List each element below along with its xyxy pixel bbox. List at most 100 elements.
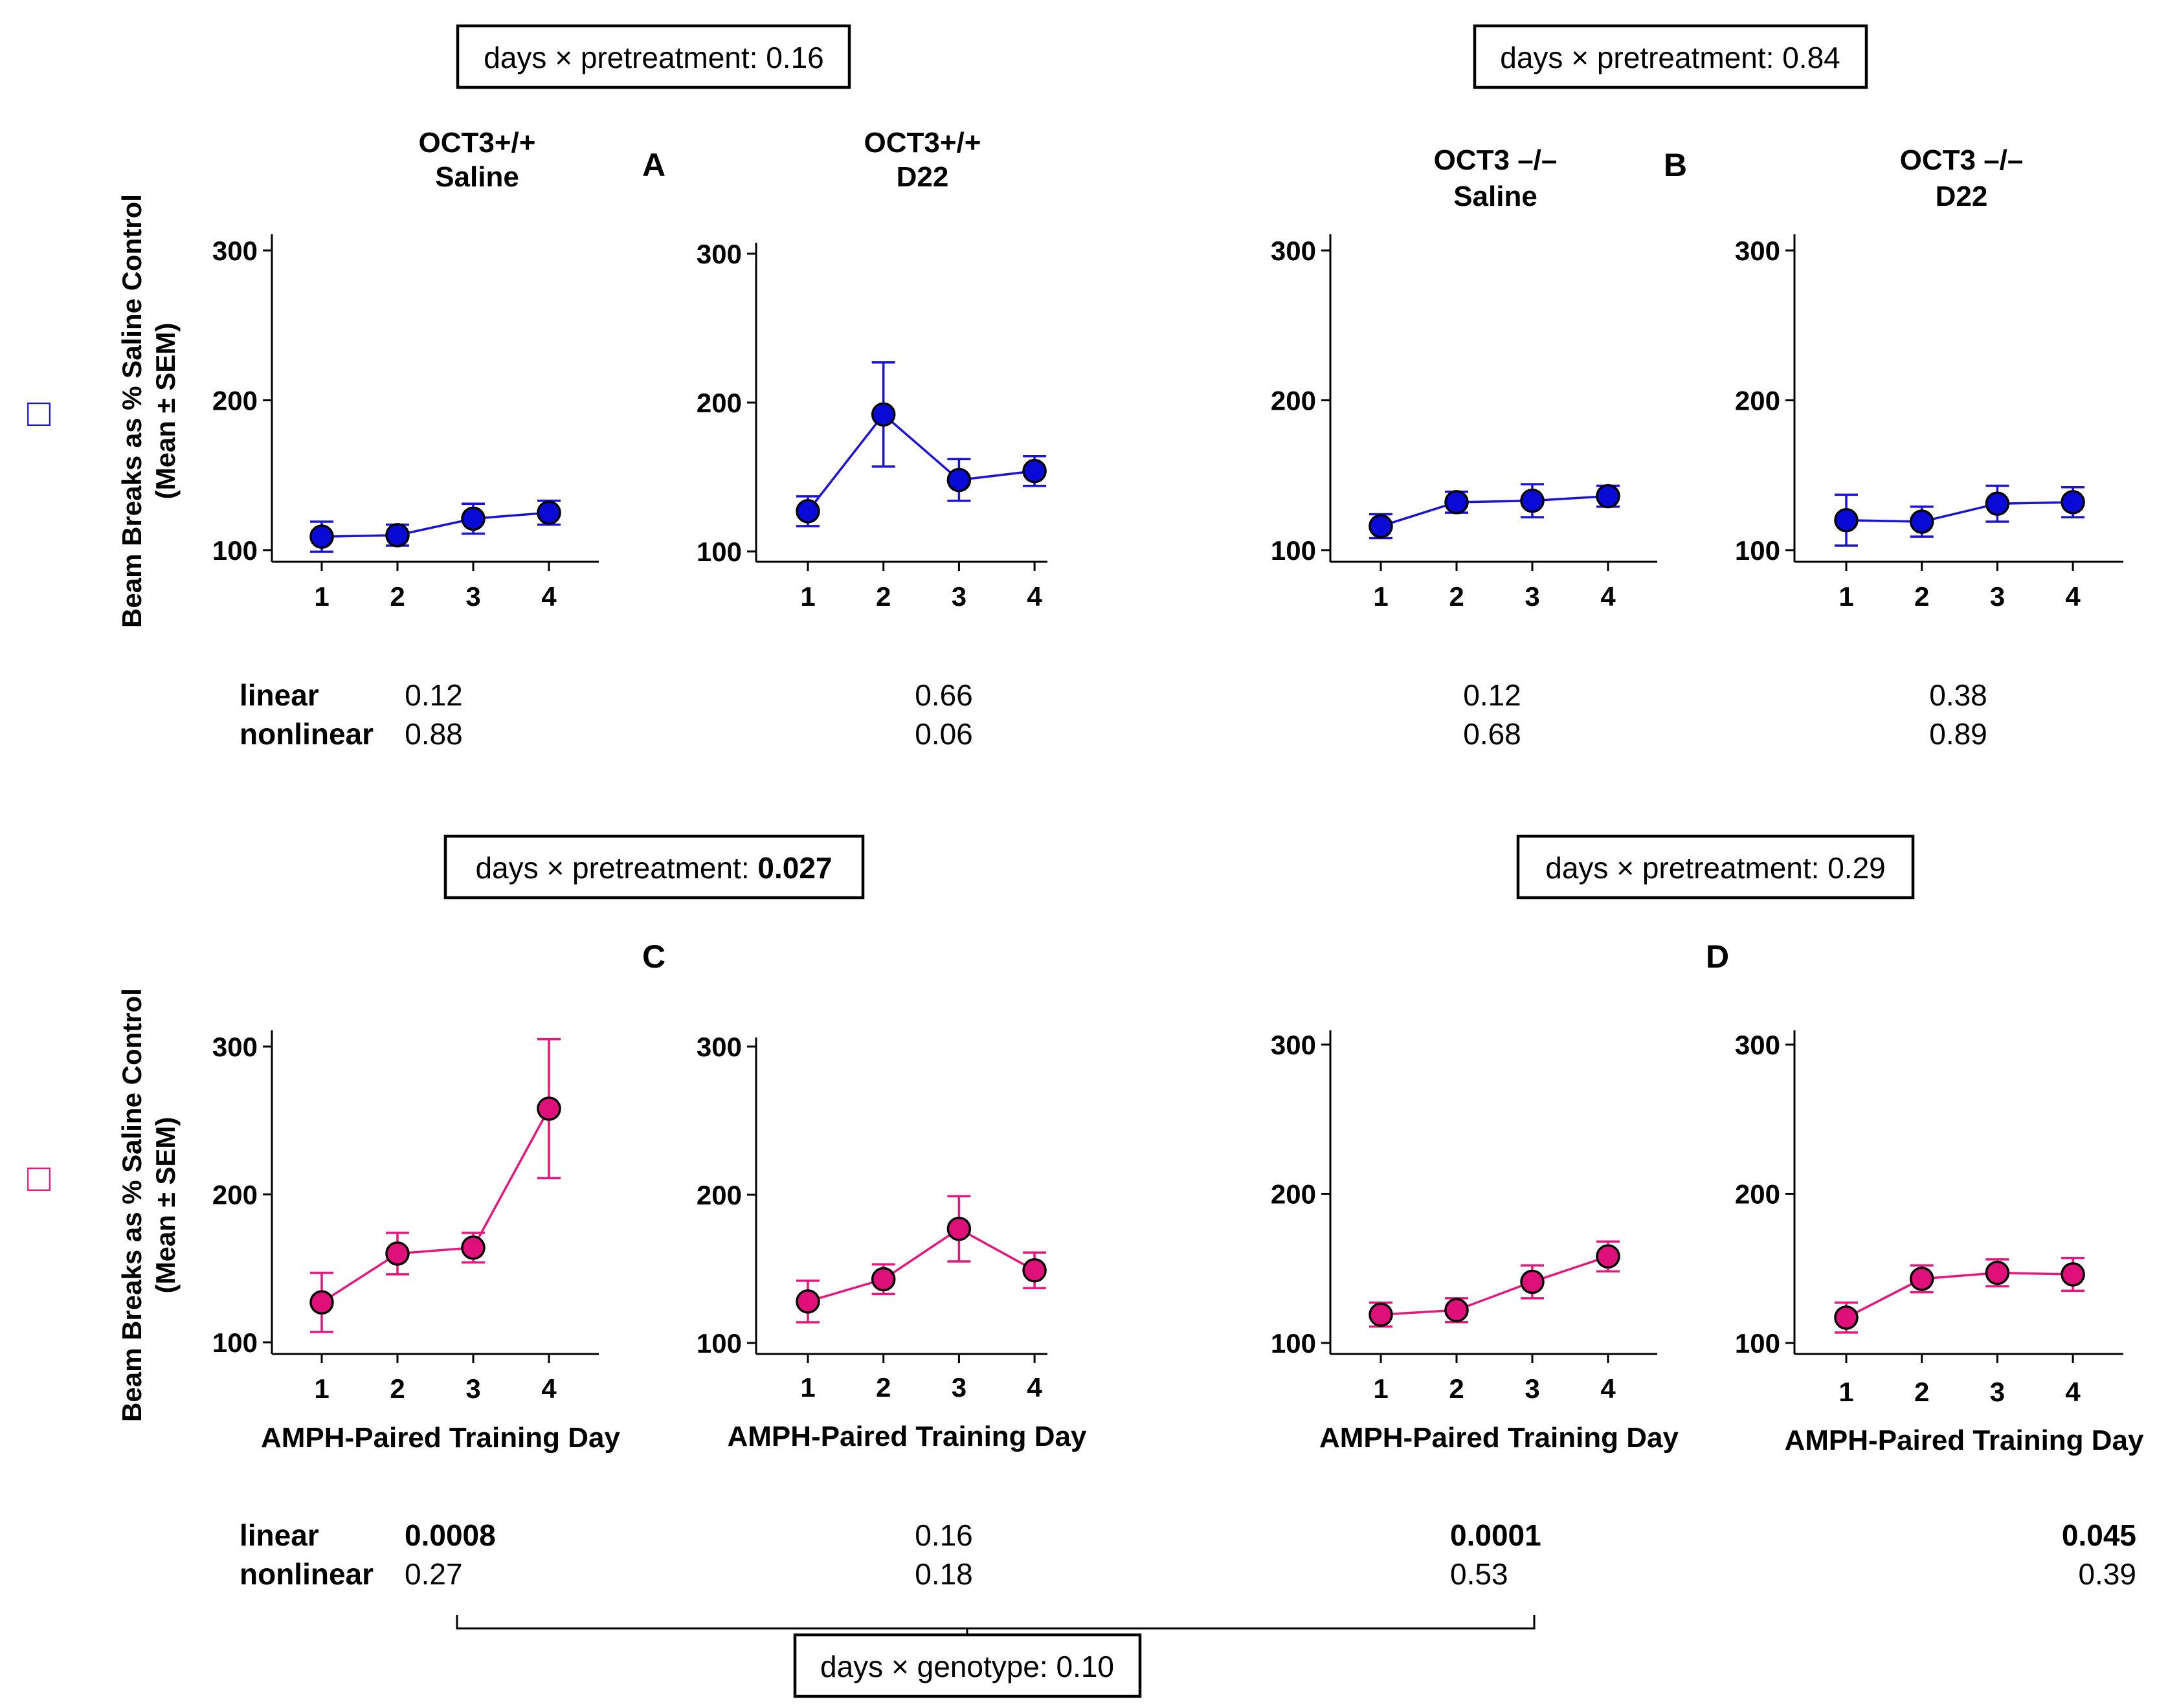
series-line — [321, 511, 550, 538]
chart-title-line: D22 — [897, 161, 949, 193]
series-line — [1846, 501, 2073, 523]
data-point — [1909, 509, 1934, 534]
x-tick-label: 4 — [2065, 581, 2081, 612]
interaction-text: days × genotype: 0.10 — [820, 1650, 1114, 1683]
y-tick-label: 300 — [697, 239, 742, 269]
x-tick-label: 2 — [1914, 581, 1929, 612]
data-point — [796, 1289, 820, 1314]
y-axis-title: Beam Breaks as % Saline Control (Mean ± S… — [117, 988, 181, 1422]
data-point — [1369, 514, 1393, 538]
x-tick-label: 1 — [1838, 581, 1853, 612]
misc: □□ — [27, 391, 1536, 1635]
y-tick-label: 100 — [1735, 1328, 1780, 1359]
x-tick-label: 2 — [390, 1373, 405, 1404]
y-tick-label: 100 — [212, 1327, 258, 1358]
trend-statistics: linear nonlinear linear nonlinear 0.12 0.88 0.… — [240, 678, 2136, 1591]
interaction-label: days × pretreatment: — [1545, 851, 1827, 885]
data-point — [871, 1267, 896, 1292]
y-tick-label: 300 — [697, 1032, 742, 1062]
data-point — [2061, 490, 2085, 515]
y-tick-label: 300 — [212, 1032, 258, 1062]
data-point — [1520, 1269, 1545, 1294]
data-point — [537, 1096, 561, 1121]
nonlinear-p-value: 0.68 — [1463, 717, 1521, 751]
interaction-label: days × pretreatment: — [475, 851, 757, 885]
nonlinear-p-value: 0.88 — [405, 717, 463, 751]
y-tick-label: 200 — [1271, 386, 1316, 416]
interaction-label: days × pretreatment: — [484, 41, 766, 74]
linear-p-value: 0.16 — [915, 1518, 973, 1552]
chart-title-line: OCT3+/+ — [864, 127, 981, 159]
y-tick-label: 200 — [1735, 386, 1780, 416]
data-point — [1444, 1298, 1469, 1323]
x-tick-label: 2 — [876, 1372, 891, 1403]
x-tick-label: 1 — [1838, 1377, 1853, 1407]
x-tick-label: 4 — [1027, 581, 1042, 612]
x-tick-label: 3 — [952, 1372, 967, 1403]
y-tick-label: 100 — [212, 535, 258, 566]
x-axis-title: AMPH-Paired Training Day — [1784, 1425, 2144, 1456]
linear-p-value: 0.045 — [2062, 1518, 2136, 1552]
y-axis-title-line: Beam Breaks as % Saline Control — [117, 988, 147, 1422]
chart-title-line: OCT3+/+ — [419, 127, 536, 159]
interaction-box-frame — [456, 24, 851, 89]
x-axis-title: AMPH-Paired Training Day — [261, 1422, 621, 1454]
interaction-p-value: 0.84 — [1782, 41, 1840, 74]
chart-d1: 100 200 300 1 2 3 4 AMPH-Paired Training Day — [1271, 1030, 1679, 1454]
y-axis-title-line: (Mean ± SEM) — [150, 1117, 181, 1294]
interaction-label: days × genotype: — [820, 1650, 1056, 1683]
x-tick-label: 3 — [1525, 581, 1539, 612]
y-tick-label: 100 — [1735, 535, 1780, 566]
data-point — [1985, 491, 2010, 516]
y-axis-title-line: (Mean ± SEM) — [150, 323, 181, 500]
x-tick-label: 4 — [1027, 1372, 1042, 1403]
y-tick-label: 300 — [1735, 1030, 1780, 1060]
linear-p-value: 0.38 — [1929, 678, 1987, 712]
interaction-box-frame — [443, 834, 865, 900]
data-point — [385, 523, 410, 548]
interaction-box-b: days × pretreatment: 0.84 — [1473, 24, 1868, 89]
linear-label: linear — [240, 1518, 319, 1552]
interaction-box-frame — [1473, 24, 1868, 89]
y-tick-label: 200 — [697, 388, 742, 418]
nonlinear-p-value: 0.53 — [1450, 1557, 1508, 1591]
series-line — [1380, 1255, 1609, 1316]
y-tick-label: 100 — [1271, 1328, 1316, 1359]
chart-title-line: Saline — [435, 161, 519, 193]
interaction-box-frame — [793, 1633, 1142, 1698]
y-axis-title-line: Beam Breaks as % Saline Control — [117, 194, 147, 628]
nonlinear-p-value: 0.89 — [1929, 717, 1987, 751]
data-point — [461, 506, 486, 531]
x-tick-label: 4 — [541, 581, 557, 612]
linear-p-value: 0.66 — [915, 678, 973, 712]
linear-label: linear — [240, 678, 319, 712]
data-point — [1444, 490, 1469, 515]
data-point — [1834, 1305, 1859, 1330]
nonlinear-p-value: 0.18 — [915, 1557, 973, 1591]
interaction-text: days × pretreatment: 0.84 — [1500, 41, 1840, 74]
y-tick-label: 200 — [697, 1180, 742, 1210]
y-tick-label: 300 — [212, 236, 258, 266]
chart-title-line: D22 — [1936, 181, 1988, 212]
panel-label-d: D — [1706, 938, 1729, 975]
genotype-comparison-bracket — [456, 1615, 1536, 1635]
data-point — [946, 467, 972, 493]
linear-p-value: 0.0008 — [405, 1518, 496, 1552]
data-point — [946, 1216, 972, 1241]
interaction-p-value: 0.10 — [1056, 1650, 1114, 1683]
data-point — [537, 500, 561, 525]
chart-title-line: OCT3 –/– — [1434, 144, 1558, 176]
interaction-boxes: days × pretreatment: 0.16 days × pretreat… — [443, 24, 1915, 1698]
data-point — [1022, 1258, 1047, 1283]
saline-legend-marker: □ — [27, 391, 50, 434]
x-tick-label: 1 — [1373, 1373, 1388, 1404]
x-tick-label: 4 — [1600, 1373, 1616, 1404]
x-tick-label: 2 — [1449, 1373, 1464, 1404]
data-point — [871, 402, 896, 427]
x-tick-label: 3 — [465, 1373, 480, 1404]
series-line — [1846, 1271, 2073, 1319]
interaction-p-value: 0.29 — [1827, 851, 1886, 885]
x-tick-label: 1 — [314, 1373, 329, 1404]
data-point — [309, 524, 334, 549]
